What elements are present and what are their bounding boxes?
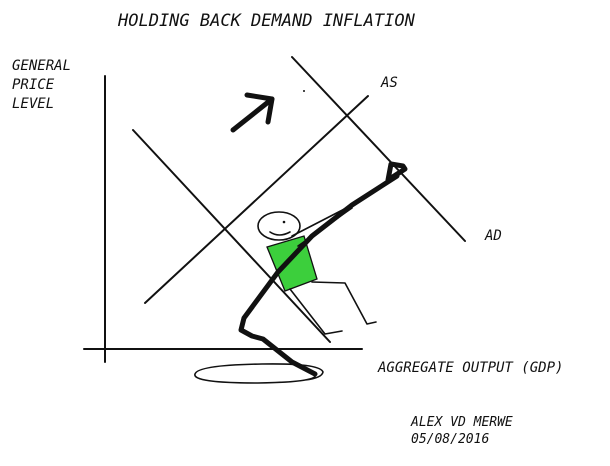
aggregate-demand-label: AD bbox=[484, 228, 502, 244]
y-axis-label-line-2: PRICE bbox=[12, 77, 55, 93]
figure-head bbox=[257, 211, 301, 241]
aggregate-demand-curve-shifted bbox=[291, 56, 466, 242]
stick-figure-illustration bbox=[194, 161, 408, 384]
x-axis-label: AGGREGATE OUTPUT (GDP) bbox=[377, 360, 563, 376]
aggregate-supply-label: AS bbox=[380, 75, 398, 91]
shift-arrow-icon bbox=[230, 92, 275, 133]
aggregate-supply-curve bbox=[144, 95, 369, 304]
figure-leg-left bbox=[289, 288, 343, 335]
figure-mouth bbox=[269, 231, 291, 236]
aggregate-demand-curve-original bbox=[132, 129, 331, 343]
date-credit: 05/08/2016 bbox=[411, 432, 489, 447]
author-credit: ALEX VD MERWE bbox=[410, 415, 513, 430]
stray-dot bbox=[303, 90, 305, 92]
rope bbox=[238, 173, 400, 377]
figure-eye bbox=[282, 220, 286, 224]
y-axis-label: GENERAL PRICE LEVEL bbox=[12, 58, 71, 112]
diagram-title: HOLDING BACK DEMAND INFLATION bbox=[117, 11, 416, 31]
y-axis-label-line-3: LEVEL bbox=[12, 96, 54, 112]
y-axis-label-line-1: GENERAL bbox=[12, 58, 71, 74]
rope-coil bbox=[194, 363, 324, 384]
figure-leg-right bbox=[311, 281, 377, 325]
figure-shirt bbox=[266, 235, 318, 292]
